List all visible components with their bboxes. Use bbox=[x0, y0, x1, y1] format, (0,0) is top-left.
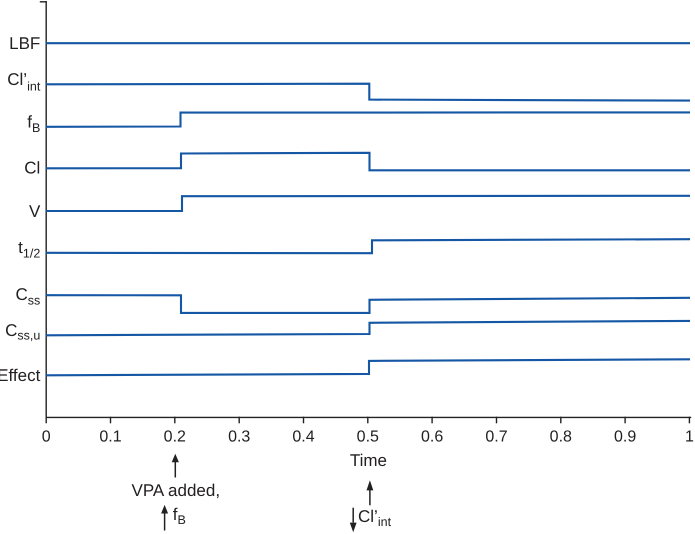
svg-text:0.5: 0.5 bbox=[357, 428, 379, 445]
svg-text:VPA added,: VPA added, bbox=[132, 481, 221, 500]
svg-text:LBF: LBF bbox=[9, 34, 40, 53]
svg-text:0.3: 0.3 bbox=[228, 428, 250, 445]
svg-text:0.9: 0.9 bbox=[614, 428, 636, 445]
svg-text:0.2: 0.2 bbox=[164, 428, 186, 445]
svg-text:0.4: 0.4 bbox=[292, 428, 314, 445]
svg-text:0: 0 bbox=[42, 428, 51, 445]
svg-text:0.8: 0.8 bbox=[550, 428, 572, 445]
svg-text:Effect: Effect bbox=[0, 366, 41, 385]
svg-text:0.6: 0.6 bbox=[421, 428, 443, 445]
svg-text:1: 1 bbox=[685, 428, 694, 445]
svg-text:0.1: 0.1 bbox=[99, 428, 121, 445]
svg-text:0.7: 0.7 bbox=[485, 428, 507, 445]
svg-text:Cl: Cl bbox=[24, 158, 40, 177]
svg-text:V: V bbox=[29, 202, 41, 221]
svg-text:Time: Time bbox=[350, 451, 387, 470]
